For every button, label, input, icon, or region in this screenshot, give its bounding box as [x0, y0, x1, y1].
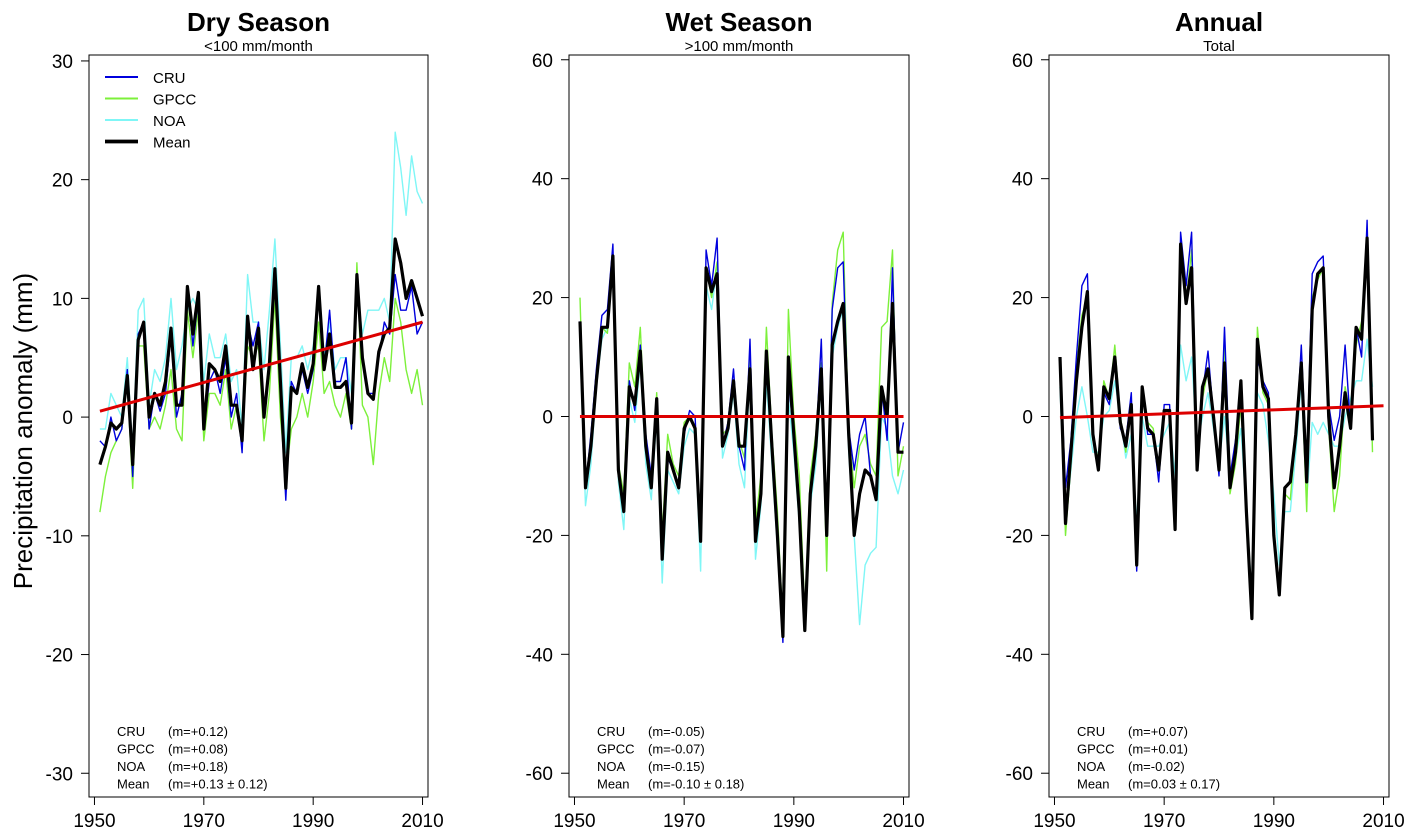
series-line-noa [579, 267, 905, 638]
x-tick-label: 1990 [1253, 811, 1295, 832]
stat-name: GPCC [1077, 742, 1115, 757]
stat-value: (m=-0.15) [648, 759, 705, 774]
plot-frame [88, 54, 429, 798]
y-tick-label: 10 [52, 289, 73, 310]
y-tick-label: -20 [1006, 526, 1033, 547]
y-tick-label: -10 [46, 527, 73, 548]
trend-stats: CRU (m=+0.12) GPCC (m=+0.08) NOA (m=+0.18) Mea… [117, 724, 268, 792]
stat-name: CRU [597, 724, 625, 739]
stat-value: (m=-0.02) [1128, 759, 1185, 774]
y-tick-label: -30 [46, 764, 73, 785]
trend-line [99, 320, 423, 413]
y-tick-label: 60 [1012, 51, 1033, 72]
plot-frame [1048, 54, 1390, 798]
legend-label-cru: CRU [153, 70, 186, 87]
stat-value: (m=+0.18) [168, 759, 228, 774]
y-tick-label: -20 [46, 646, 73, 667]
x-tick-label: 1990 [773, 811, 815, 832]
panel-subtitle: Total [1203, 38, 1235, 55]
x-tick-label: 1950 [553, 811, 595, 832]
panel-0: Dry Season<100 mm/month -30 -20 -10 0 10 20 30 1… [46, 7, 444, 832]
x-tick-label: 2010 [1362, 811, 1404, 832]
stat-name: CRU [1077, 724, 1105, 739]
y-tick-label: 40 [532, 170, 553, 191]
trend-stats: CRU (m=-0.05) GPCC (m=-0.07) NOA (m=-0.15) Mea… [597, 724, 744, 792]
x-tick-label: 1970 [183, 811, 225, 832]
y-tick-label: 20 [532, 289, 553, 310]
legend-label-noa: NOA [153, 113, 186, 130]
stat-name: Mean [597, 777, 630, 792]
y-tick-label: 20 [52, 171, 73, 192]
y-tick-label: 40 [1012, 170, 1033, 191]
stat-value: (m=0.03 ± 0.17) [1128, 777, 1220, 792]
y-tick-label: -40 [526, 645, 553, 666]
stat-name: GPCC [597, 742, 635, 757]
stat-value: (m=+0.01) [1128, 742, 1188, 757]
trend-line [1059, 404, 1384, 420]
y-tick-label: -60 [1006, 764, 1033, 785]
panel-subtitle: >100 mm/month [685, 38, 794, 55]
x-tick-label: 2010 [401, 811, 443, 832]
stat-value: (m=+0.13 ± 0.12) [168, 777, 268, 792]
series-line-cru [1059, 219, 1374, 620]
stat-name: NOA [1077, 759, 1106, 774]
panel-title: Annual [1175, 7, 1263, 37]
stat-value: (m=+0.12) [168, 724, 228, 739]
x-tick-label: 1950 [1033, 811, 1075, 832]
y-tick-label: -40 [1006, 645, 1033, 666]
y-tick-label: 20 [1012, 289, 1033, 310]
stat-name: CRU [117, 724, 145, 739]
y-tick-label: 0 [1022, 407, 1033, 428]
panel-title: Wet Season [666, 7, 813, 37]
stat-name: Mean [1077, 777, 1110, 792]
y-tick-label: 30 [52, 52, 73, 73]
panel-title: Dry Season [187, 7, 330, 37]
stat-name: NOA [117, 759, 146, 774]
panel-1: Wet Season>100 mm/month -60 -40 -20 0 20 40 60 1… [526, 7, 925, 832]
x-tick-label: 1970 [1143, 811, 1185, 832]
series-line-noa [1059, 338, 1374, 596]
stat-value: (m=+0.08) [168, 742, 228, 757]
stat-name: Mean [117, 777, 150, 792]
stat-value: (m=+0.07) [1128, 724, 1188, 739]
y-tick-label: -60 [526, 764, 553, 785]
trend-stats: CRU (m=+0.07) GPCC (m=+0.01) NOA (m=-0.02) Mea… [1077, 724, 1220, 792]
series-line-mean [1058, 236, 1375, 621]
stat-name: NOA [597, 759, 626, 774]
panel-subtitle: <100 mm/month [204, 38, 313, 55]
y-tick-label: 0 [62, 408, 73, 429]
x-tick-label: 1970 [663, 811, 705, 832]
legend: CRU GPCC NOA Mean [105, 70, 197, 152]
x-tick-label: 1950 [73, 811, 115, 832]
plot-frame [568, 54, 910, 798]
series-line-noa [99, 131, 424, 454]
series-line-mean [578, 254, 904, 639]
y-tick-label: 0 [542, 407, 553, 428]
stat-name: GPCC [117, 742, 155, 757]
legend-label-mean: Mean [153, 135, 191, 152]
legend-label-gpcc: GPCC [153, 92, 197, 109]
x-tick-label: 1990 [292, 811, 334, 832]
y-tick-label: -20 [526, 526, 553, 547]
stat-value: (m=-0.07) [648, 742, 705, 757]
y-axis-label: Precipitation anomaly (mm) [8, 273, 38, 589]
stat-value: (m=-0.10 ± 0.18) [648, 777, 744, 792]
stat-value: (m=-0.05) [648, 724, 705, 739]
x-tick-label: 2010 [882, 811, 924, 832]
y-tick-label: 60 [532, 51, 553, 72]
